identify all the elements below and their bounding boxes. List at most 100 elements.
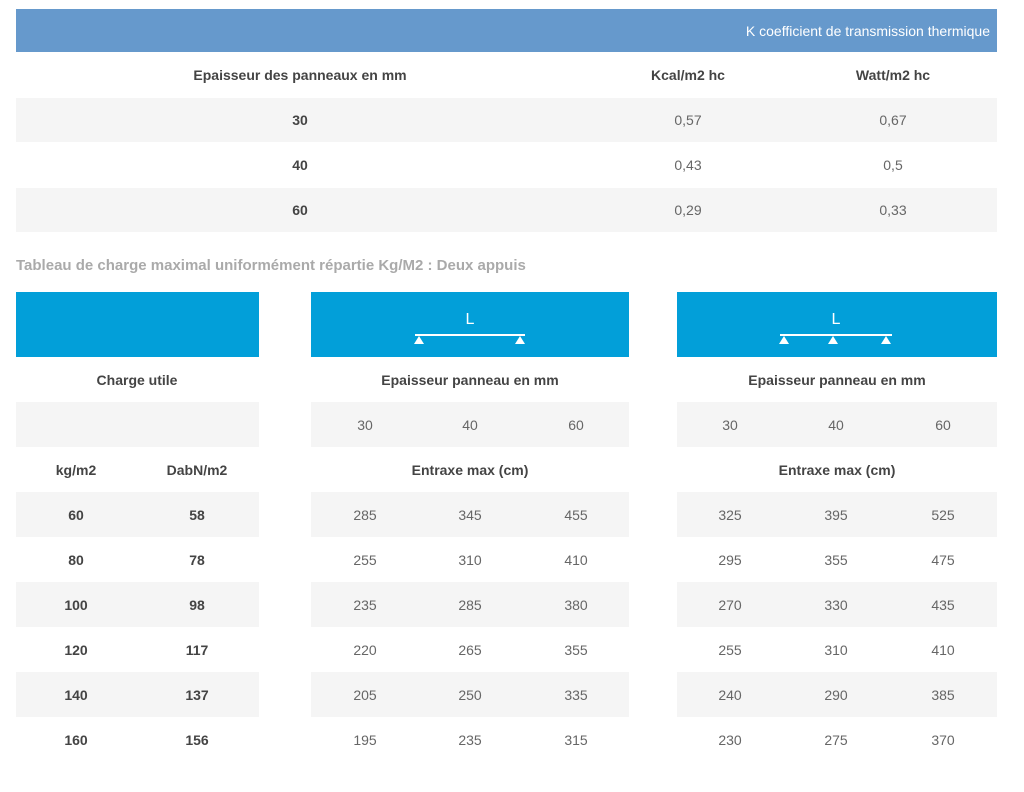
cell: 285 xyxy=(353,507,377,523)
thickness: 60 xyxy=(568,417,584,433)
support xyxy=(881,336,891,344)
cell: 335 xyxy=(564,687,588,703)
load-value: 78 xyxy=(189,552,205,568)
cell: 325 xyxy=(718,507,742,523)
row-bg xyxy=(16,188,997,232)
cell: 355 xyxy=(824,552,848,568)
row-bg xyxy=(311,582,629,627)
cell: 270 xyxy=(718,597,742,613)
blue-header xyxy=(16,292,259,357)
cell: 235 xyxy=(458,732,482,748)
cell: 475 xyxy=(931,552,955,568)
subheader: Entraxe max (cm) xyxy=(778,462,896,478)
cell: 0,67 xyxy=(879,112,907,128)
cell: 315 xyxy=(564,732,588,748)
support xyxy=(828,336,838,344)
cell: 0,5 xyxy=(883,157,903,173)
span-label: L xyxy=(465,311,475,328)
row-bg xyxy=(677,492,997,537)
cell: 455 xyxy=(564,507,588,523)
beam xyxy=(780,334,892,336)
column-header: Watt/m2 hc xyxy=(855,67,931,83)
cell: 0,43 xyxy=(674,157,702,173)
column-header: Kcal/m2 hc xyxy=(651,67,725,83)
load-value: 137 xyxy=(185,687,209,703)
cell: 355 xyxy=(564,642,588,658)
load-value: 120 xyxy=(64,642,88,658)
row-bg xyxy=(677,402,997,447)
column-header: Epaisseur des panneaux en mm xyxy=(193,67,407,83)
row-bg xyxy=(677,672,997,717)
thickness: 40 xyxy=(828,417,844,433)
row-bg xyxy=(16,492,259,537)
cell: 220 xyxy=(353,642,377,658)
row-bg xyxy=(16,672,259,717)
load-value: 156 xyxy=(185,732,209,748)
cell: 255 xyxy=(353,552,377,568)
cell: 345 xyxy=(458,507,482,523)
support xyxy=(779,336,789,344)
row-bg xyxy=(311,672,629,717)
row-bg xyxy=(16,402,259,447)
thermal-title: K coefficient de transmission thermique xyxy=(745,23,990,39)
blue-header xyxy=(311,292,629,357)
cell: 40 xyxy=(292,157,308,173)
load-value: 140 xyxy=(64,687,88,703)
load-value: 160 xyxy=(64,732,88,748)
thermal-header xyxy=(16,9,997,52)
load-value: 60 xyxy=(68,507,84,523)
caption: Tableau de charge maximal uniformément r… xyxy=(16,257,526,274)
row-bg xyxy=(311,492,629,537)
cell: 0,29 xyxy=(674,202,702,218)
cell: 265 xyxy=(458,642,482,658)
cell: 395 xyxy=(824,507,848,523)
cell: 410 xyxy=(564,552,588,568)
cell: 240 xyxy=(718,687,742,703)
beam xyxy=(415,334,525,336)
thickness: 30 xyxy=(722,417,738,433)
support xyxy=(515,336,525,344)
load-value: 80 xyxy=(68,552,84,568)
cell: 370 xyxy=(931,732,955,748)
cell: 0,57 xyxy=(674,112,702,128)
cell: 255 xyxy=(718,642,742,658)
cell: 235 xyxy=(353,597,377,613)
cell: 330 xyxy=(824,597,848,613)
thickness: 60 xyxy=(935,417,951,433)
cell: 410 xyxy=(931,642,955,658)
row-bg xyxy=(311,402,629,447)
group-header: Epaisseur panneau en mm xyxy=(748,372,926,388)
cell: 385 xyxy=(931,687,955,703)
cell: 0,33 xyxy=(879,202,907,218)
thickness: 30 xyxy=(357,417,373,433)
cell: 380 xyxy=(564,597,588,613)
group-header: Epaisseur panneau en mm xyxy=(381,372,559,388)
load-value: 117 xyxy=(185,642,209,658)
unit-label: DabN/m2 xyxy=(166,462,228,478)
cell: 285 xyxy=(458,597,482,613)
load-value: 100 xyxy=(64,597,88,613)
cell: 30 xyxy=(292,112,308,128)
cell: 310 xyxy=(458,552,482,568)
thickness: 40 xyxy=(462,417,478,433)
blue-header xyxy=(677,292,997,357)
cell: 525 xyxy=(931,507,955,523)
subheader: Entraxe max (cm) xyxy=(411,462,529,478)
row-bg xyxy=(16,582,259,627)
support xyxy=(414,336,424,344)
cell: 290 xyxy=(824,687,848,703)
cell: 230 xyxy=(718,732,742,748)
cell: 250 xyxy=(458,687,482,703)
load-value: 98 xyxy=(189,597,205,613)
row-bg xyxy=(677,582,997,627)
charge-label: Charge utile xyxy=(96,372,178,388)
cell: 295 xyxy=(718,552,742,568)
span-label: L xyxy=(831,311,841,328)
row-bg xyxy=(16,98,997,142)
cell: 60 xyxy=(292,202,308,218)
cell: 310 xyxy=(824,642,848,658)
load-value: 58 xyxy=(189,507,205,523)
cell: 195 xyxy=(353,732,377,748)
cell: 275 xyxy=(824,732,848,748)
